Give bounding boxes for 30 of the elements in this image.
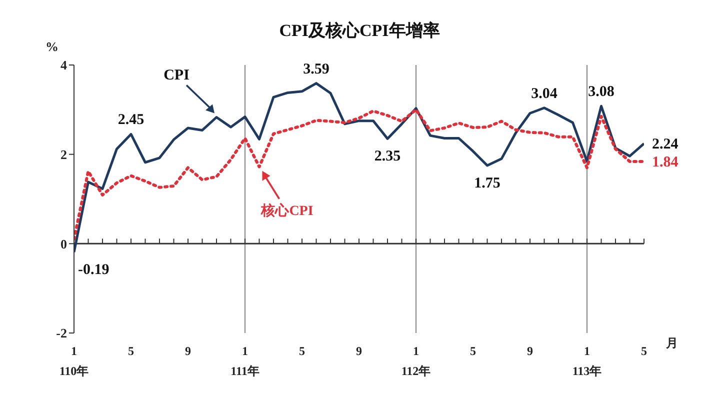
data-label: 1.84 [652, 154, 679, 170]
x-tick-label: 9 [527, 344, 533, 358]
data-label: 3.04 [531, 86, 558, 102]
x-tick-label: 5 [470, 344, 476, 358]
y-tick-label: 4 [60, 58, 68, 73]
x-tick-label: 1 112年 [401, 344, 431, 378]
data-label: 3.59 [303, 61, 330, 78]
x-tick-label: 5 [128, 344, 134, 358]
y-tick-label: 2 [60, 146, 67, 162]
chart-title: CPI及核心CPI年增率 [279, 21, 440, 40]
x-tick-label: 1 113年 [572, 344, 602, 378]
x-tick-label: 9 [185, 344, 191, 358]
legend-label: 核心CPI [260, 202, 314, 219]
text: CPI [164, 67, 190, 84]
data-label: 2.45 [118, 112, 144, 128]
data-label: 2.24 [652, 136, 679, 153]
x-tick-label: 5 [641, 344, 647, 358]
y-tick-label: -2 [56, 326, 67, 341]
x-tick-label: 1 111年 [230, 344, 260, 378]
y-tick-label: 0 [60, 236, 67, 252]
data-label: 1.75 [474, 176, 500, 192]
x-tick-label: 1 110年 [59, 344, 89, 378]
x-tick-label: 5 [299, 344, 305, 358]
x-axis-title: 月 [665, 336, 678, 350]
data-label: 2.35 [374, 148, 401, 165]
y-axis-title: % [46, 39, 58, 54]
x-tick-label: 9 [356, 344, 362, 358]
data-label: -0.19 [78, 262, 110, 278]
data-label: 3.08 [588, 84, 614, 100]
line-series [74, 108, 644, 241]
